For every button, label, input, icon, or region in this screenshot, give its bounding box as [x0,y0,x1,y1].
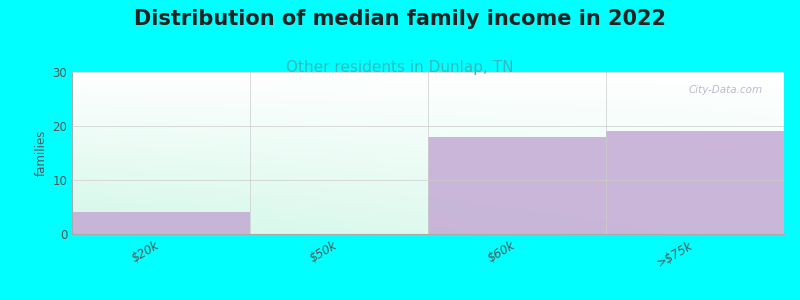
Text: Other residents in Dunlap, TN: Other residents in Dunlap, TN [286,60,514,75]
Text: City-Data.com: City-Data.com [689,85,762,95]
Text: Distribution of median family income in 2022: Distribution of median family income in … [134,9,666,29]
Bar [428,137,606,234]
Bar [606,131,784,234]
Y-axis label: families: families [35,130,48,176]
Bar [72,212,250,234]
